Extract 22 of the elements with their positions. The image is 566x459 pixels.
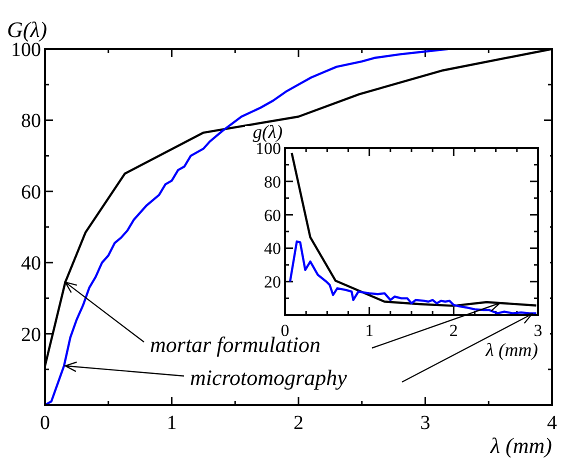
line-series [44,48,450,406]
y-axis-title: G(λ) [7,17,48,42]
x-axis-title: λ (mm) [490,433,552,458]
y-tick-label: 40 [21,252,41,275]
y-tick-label: 60 [264,206,281,225]
x-tick-label: 1 [166,412,177,434]
annotation: microtomography [190,365,348,390]
y-tick-label: 20 [264,272,281,292]
y-tick-label: 80 [21,110,41,132]
x-tick-label: 2 [449,321,458,340]
y-tick-label: 60 [21,181,41,204]
x-tick-label: 1 [365,321,374,340]
y-tick-label: 20 [21,324,41,346]
x-tick-label: 3 [534,321,542,340]
x-tick-label: 4 [547,412,557,434]
x-tick-label: 2 [294,412,304,434]
x-tick-label: 3 [420,412,430,434]
x-axis-title: λ (mm) [484,340,538,361]
x-tick-label: 0 [40,412,50,434]
y-tick-label: 80 [264,172,281,192]
line-series [288,240,538,314]
y-tick-label: 40 [264,239,281,258]
